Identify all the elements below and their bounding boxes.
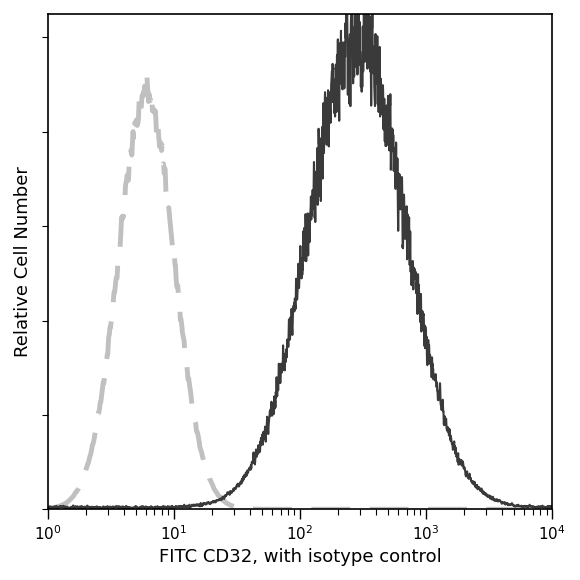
X-axis label: FITC CD32, with isotype control: FITC CD32, with isotype control: [159, 548, 441, 566]
Y-axis label: Relative Cell Number: Relative Cell Number: [14, 166, 32, 357]
